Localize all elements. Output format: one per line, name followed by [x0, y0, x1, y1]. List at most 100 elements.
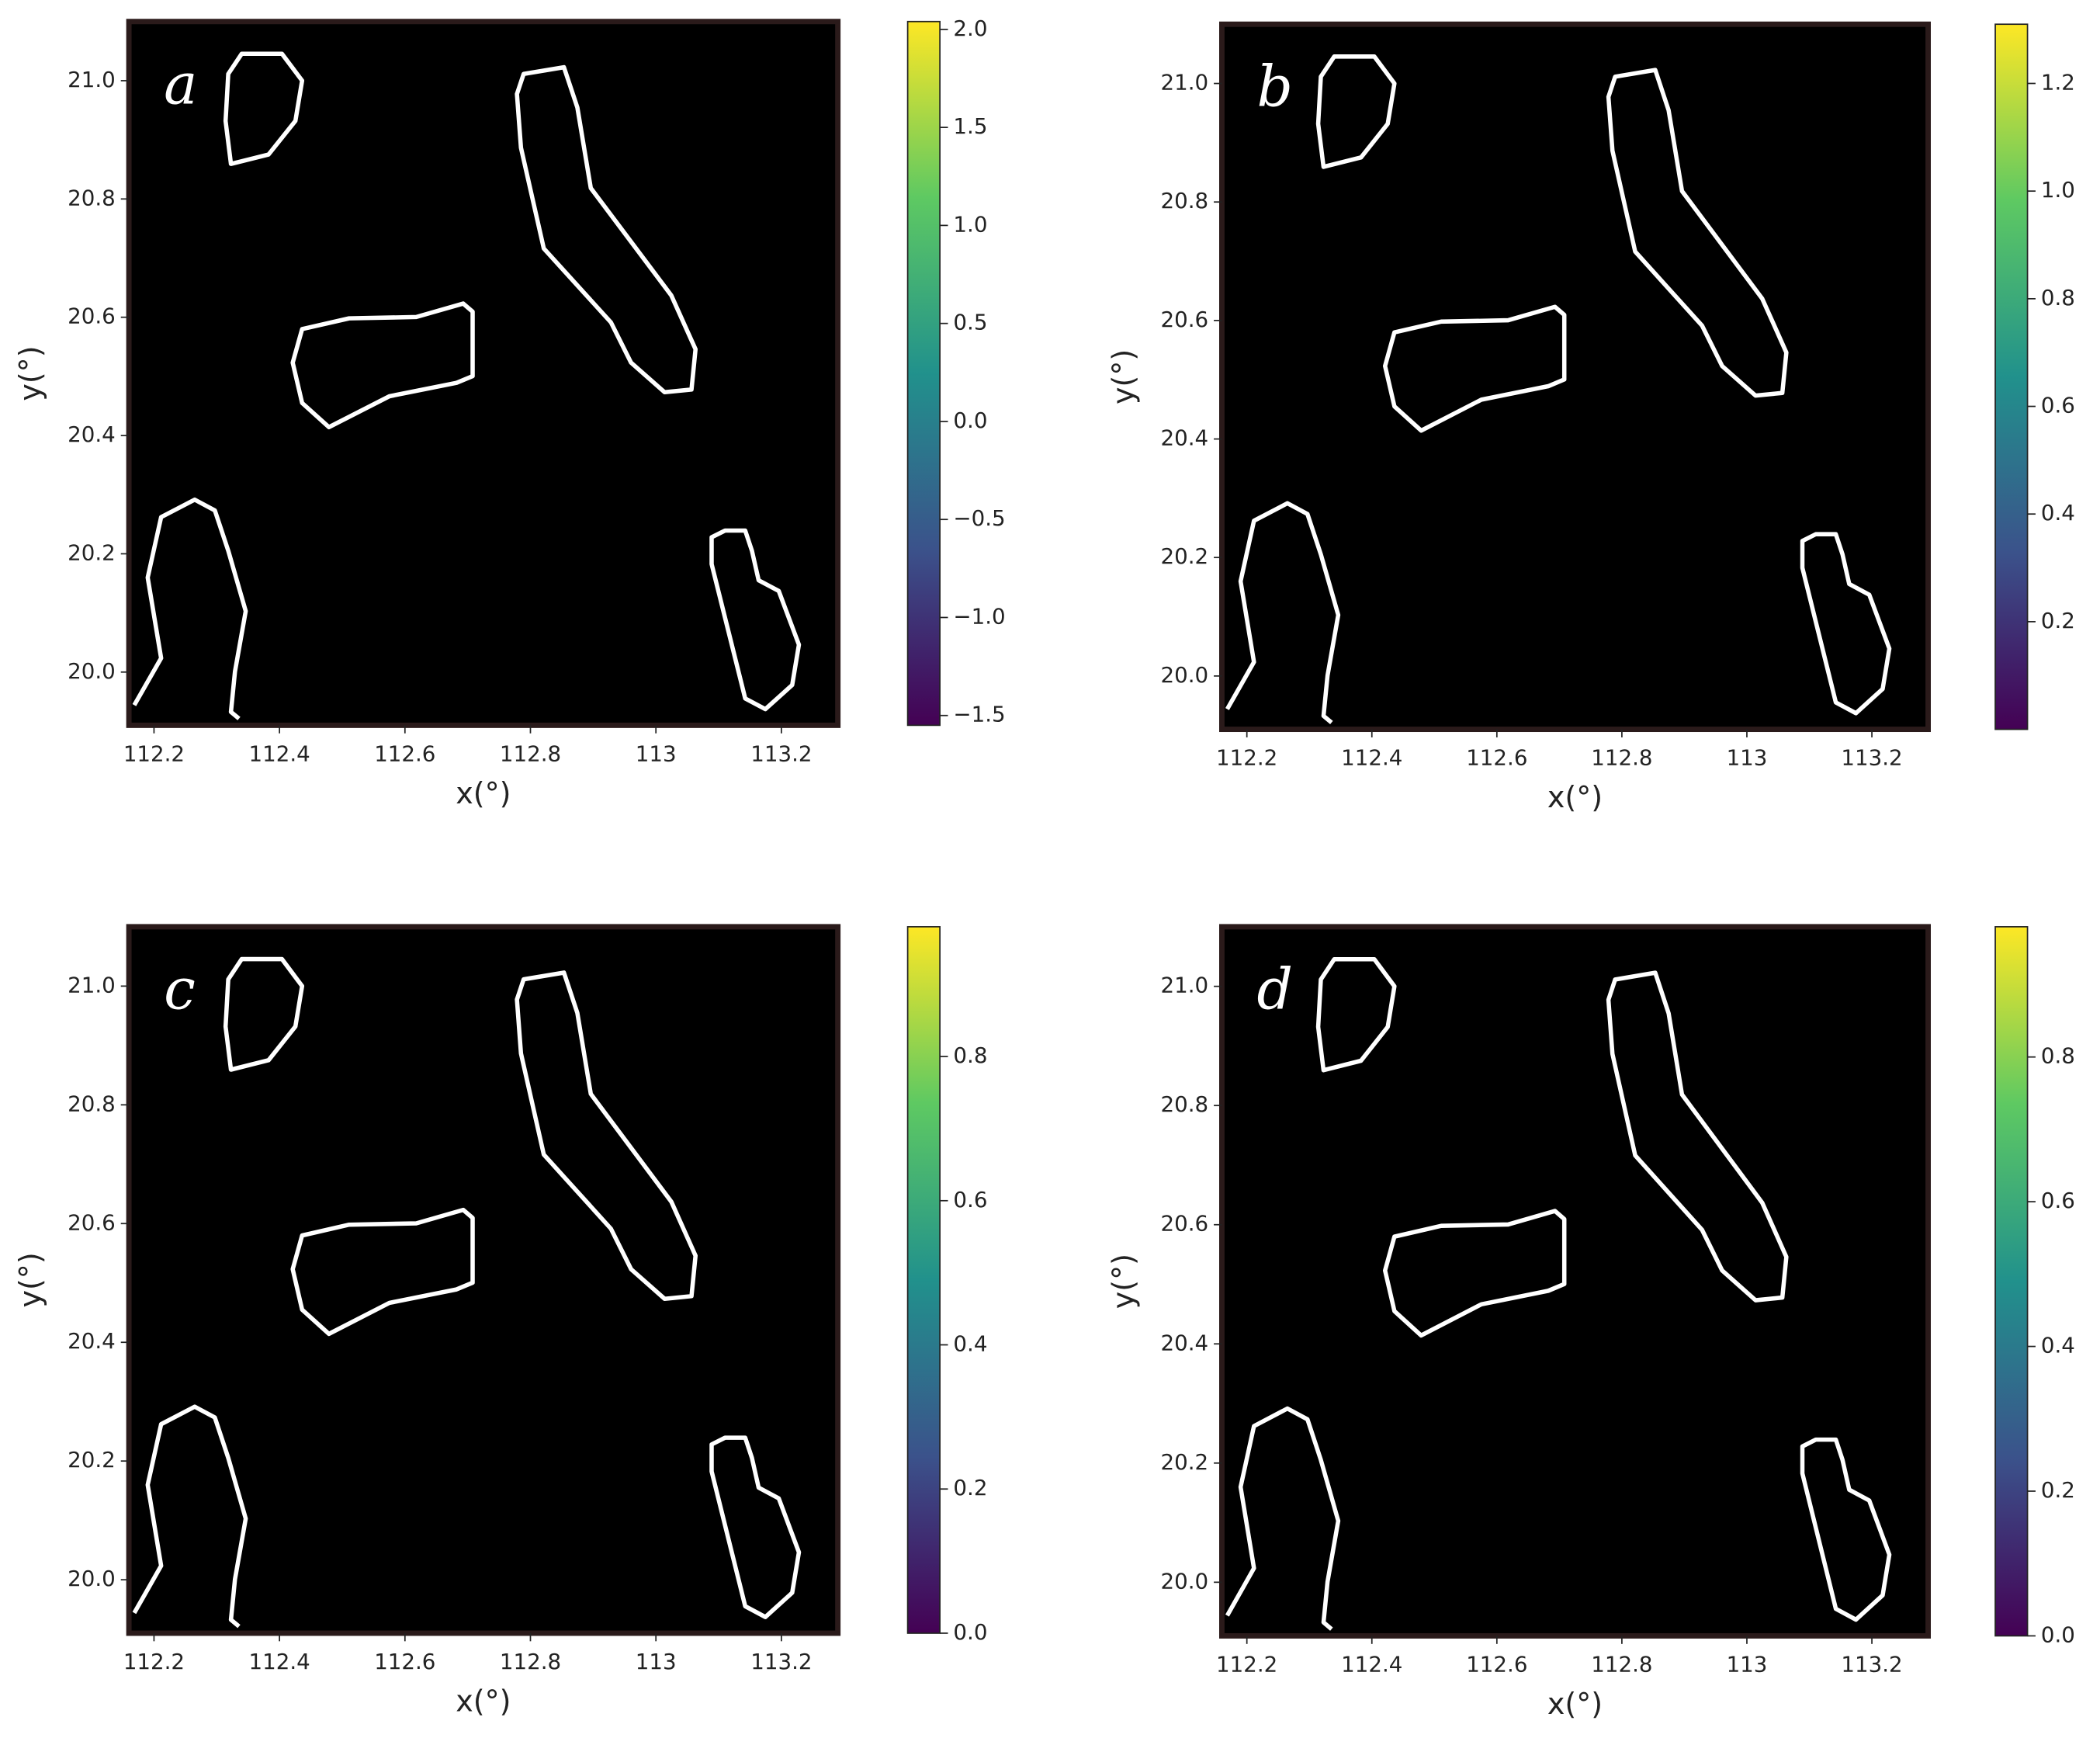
heat-cell [129, 997, 201, 1069]
heat-cell [1222, 1210, 1294, 1282]
heat-cell [1786, 95, 1859, 166]
y-axis-label: y(°) [1106, 349, 1140, 404]
heat-cell [483, 303, 556, 375]
heat-cell [695, 1209, 768, 1281]
heat-cell [1433, 997, 1506, 1070]
colorbar-tick-label: 0.8 [2041, 285, 2075, 310]
heat-cell [199, 303, 272, 375]
colorbar-tick-label: 0.6 [2041, 393, 2075, 418]
panel-letter: b [1256, 55, 1293, 120]
heat-cell [1504, 1352, 1576, 1424]
heat-cell [1504, 926, 1576, 999]
heat-cell [695, 443, 768, 515]
heat-cell [1786, 658, 1859, 730]
x-tick-label: 112.6 [1466, 1651, 1527, 1677]
heat-cell [625, 1209, 697, 1281]
heat-cell [1433, 1281, 1506, 1354]
plot-frame [1219, 924, 1931, 1639]
heat-cell [1363, 997, 1435, 1070]
x-axis-label: x(°) [456, 1684, 511, 1718]
y-tick-label: 21.0 [1161, 70, 1209, 95]
heat-cell [1645, 24, 1717, 96]
heat-cell [199, 21, 272, 93]
heat-cell [1363, 306, 1435, 378]
y-tick-label: 21.0 [1161, 973, 1209, 998]
heat-cell [1292, 588, 1364, 660]
heat-cell [1786, 926, 1859, 999]
heat-cell [554, 997, 626, 1069]
x-tick-label: 112.2 [1216, 1651, 1277, 1677]
colorbar [1994, 23, 2029, 730]
heat-cell [1857, 24, 1929, 96]
heat-cell [199, 1138, 272, 1210]
heat-cell [1716, 95, 1788, 166]
heat-cell [1575, 447, 1647, 519]
heat-cell [1645, 1493, 1717, 1566]
heat-cell [412, 232, 484, 304]
x-tick-label: 112.2 [123, 741, 185, 766]
heat-cell [1292, 376, 1364, 449]
heat-cell [1222, 306, 1294, 378]
heat-cell [270, 162, 343, 234]
heat-cell [483, 1562, 556, 1635]
heat-cell [625, 162, 697, 234]
heat-cell [1433, 306, 1506, 378]
heat-cell [1504, 1068, 1576, 1140]
heat-cell [554, 654, 626, 727]
heat-cell [412, 997, 484, 1069]
heat-cell [1786, 1210, 1859, 1282]
heat-cell [1433, 447, 1506, 519]
heat-cell [767, 926, 839, 998]
heat-cell [1857, 926, 1929, 999]
heat-cell [625, 585, 697, 656]
heat-cell [412, 1067, 484, 1140]
heat-cell [1645, 376, 1717, 449]
heat-cell [199, 1279, 272, 1351]
heat-cell [1857, 658, 1929, 730]
heat-cell [199, 926, 272, 998]
heat-cell [1716, 518, 1788, 589]
heat-cell [1433, 165, 1506, 237]
y-tick-label: 20.6 [68, 1209, 116, 1235]
heat-cell [1433, 588, 1506, 660]
heat-cell [1363, 447, 1435, 519]
heat-cell [625, 1562, 697, 1635]
heat-cell [270, 1209, 343, 1281]
heat-cell [1504, 1493, 1576, 1566]
heat-cell [1363, 165, 1435, 237]
heat-cell [1222, 518, 1294, 589]
panel-letter: c [164, 957, 196, 1022]
heat-cell [199, 1350, 272, 1422]
heat-cell [1857, 1565, 1929, 1637]
heat-cell [270, 1562, 343, 1635]
y-tick-label: 20.0 [68, 658, 116, 684]
heat-cell [1504, 95, 1576, 166]
heat-cell [1716, 235, 1788, 307]
heat-cell [695, 1279, 768, 1351]
heat-cell [1222, 588, 1294, 660]
heat-cell [1222, 376, 1294, 449]
heat-cell [1433, 1210, 1506, 1282]
colorbar-tick-label: 0.4 [953, 1331, 987, 1357]
colorbar-tick-label: 0.2 [953, 1475, 987, 1500]
heat-cell [1716, 1068, 1788, 1140]
heat-cell [767, 1279, 839, 1351]
heat-cell [341, 1209, 414, 1281]
heat-cell [270, 232, 343, 304]
colorbar-tick-label: 0.0 [953, 1619, 987, 1645]
heat-cell [767, 1421, 839, 1493]
heat-cell [1292, 1210, 1364, 1282]
heat-cell [270, 1491, 343, 1564]
colorbar-tick-label: 0.2 [2041, 608, 2075, 633]
y-axis-label: y(°) [13, 345, 47, 401]
heat-cell [625, 1067, 697, 1140]
heat-cell [341, 926, 414, 998]
heat-cell [554, 1138, 626, 1210]
x-tick-label: 112.2 [1216, 745, 1277, 771]
heat-cell [412, 1138, 484, 1210]
heat-cell [625, 1279, 697, 1351]
heat-cell [1504, 1139, 1576, 1212]
y-tick-label: 21.0 [68, 972, 116, 997]
heat-cell [554, 514, 626, 586]
heat-cell [129, 1491, 201, 1564]
